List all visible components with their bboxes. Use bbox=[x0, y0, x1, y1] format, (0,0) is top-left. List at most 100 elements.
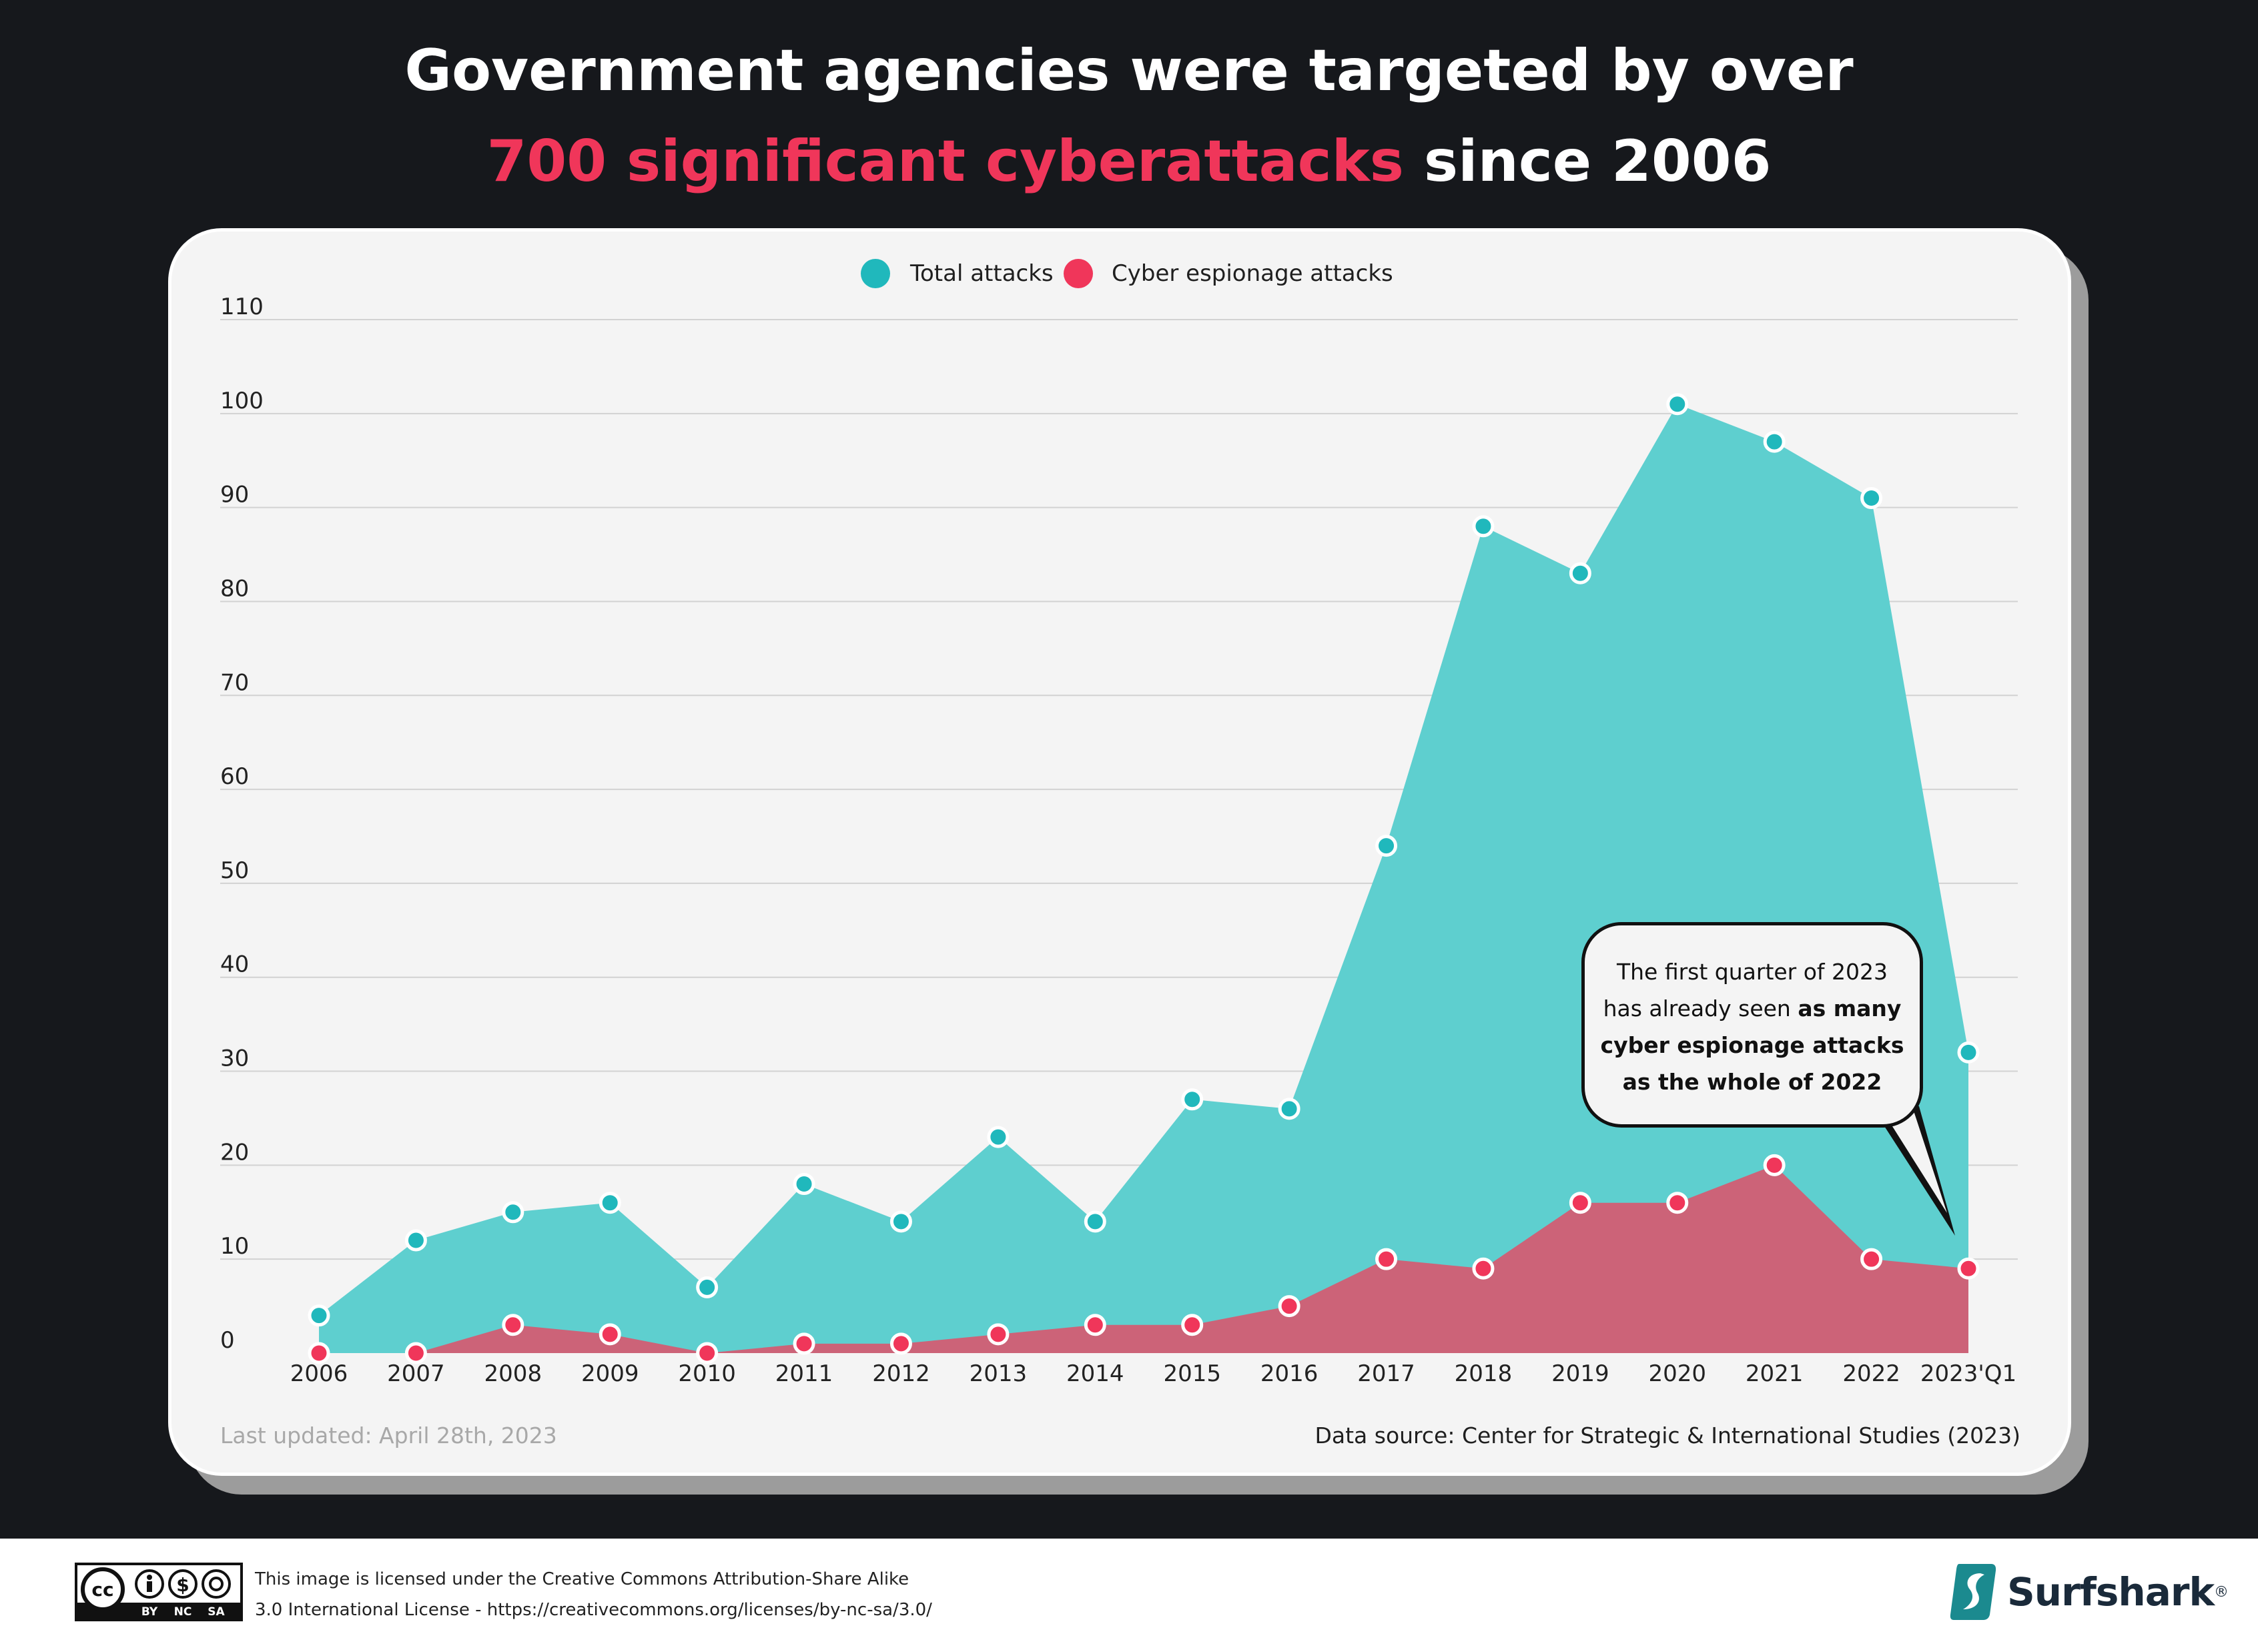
espionage-point-2014 bbox=[1084, 1314, 1106, 1336]
y-axis-ticks: 0 10 20 30 40 50 60 70 80 90 100 110 bbox=[220, 294, 264, 1354]
surfshark-logo-icon bbox=[1950, 1564, 1996, 1620]
y-tick-50: 50 bbox=[220, 857, 249, 884]
total-point-2015 bbox=[1181, 1088, 1204, 1111]
legend-espionage-dot bbox=[1064, 259, 1093, 288]
x-tick-2015: 2015 bbox=[1163, 1360, 1221, 1387]
annotation-line-3: cyber espionage attacks bbox=[1600, 1032, 1904, 1058]
cc-license-badge: cc $ BY NC SA bbox=[75, 1563, 243, 1621]
brand-name: Surfshark bbox=[2007, 1569, 2215, 1615]
svg-text:$: $ bbox=[176, 1574, 189, 1596]
cc-badge-icon: cc $ BY NC SA bbox=[77, 1565, 240, 1619]
license-line-1: This image is licensed under the Creativ… bbox=[255, 1569, 909, 1589]
x-tick-2020: 2020 bbox=[1648, 1360, 1706, 1387]
espionage-point-2022 bbox=[1860, 1248, 1883, 1270]
x-tick-2007: 2007 bbox=[387, 1360, 445, 1387]
y-tick-20: 20 bbox=[220, 1139, 249, 1166]
area-chart: Total attacks Cyber espionage attacks 0 1… bbox=[220, 259, 2018, 1387]
espionage-attacks-area bbox=[319, 1165, 1968, 1353]
x-tick-2023'Q1: 2023'Q1 bbox=[1920, 1360, 2016, 1387]
total-point-2006 bbox=[308, 1304, 330, 1327]
annotation-bubble: The first quarter of 2023 has already se… bbox=[1581, 922, 1923, 1128]
chart-points bbox=[308, 393, 1980, 1364]
x-tick-2008: 2008 bbox=[484, 1360, 542, 1387]
x-tick-2010: 2010 bbox=[678, 1360, 736, 1387]
espionage-point-2011 bbox=[793, 1332, 815, 1355]
y-tick-90: 90 bbox=[220, 482, 249, 508]
total-point-2010 bbox=[696, 1276, 719, 1298]
y-tick-30: 30 bbox=[220, 1046, 249, 1072]
y-tick-0: 0 bbox=[220, 1327, 235, 1354]
espionage-point-2010 bbox=[696, 1342, 719, 1364]
title-text-1: Government agencies were targeted by ove… bbox=[404, 37, 1854, 104]
espionage-point-2017 bbox=[1375, 1248, 1398, 1270]
annotation-line-1: The first quarter of 2023 bbox=[1616, 959, 1888, 985]
y-tick-10: 10 bbox=[220, 1233, 249, 1260]
cc-badge-nc: NC bbox=[174, 1605, 192, 1619]
total-point-2011 bbox=[793, 1173, 815, 1196]
total-point-2019 bbox=[1569, 562, 1591, 584]
espionage-point-2018 bbox=[1472, 1257, 1495, 1280]
espionage-point-2015 bbox=[1181, 1314, 1204, 1336]
legend-total-label: Total attacks bbox=[909, 260, 1054, 287]
surfshark-logo: Surfshark ® bbox=[1950, 1559, 2229, 1625]
brand-registered: ® bbox=[2214, 1583, 2229, 1601]
x-tick-2012: 2012 bbox=[872, 1360, 930, 1387]
x-axis-ticks: 2006 2007 2008 2009 2010 2011 2012 2013 2014 2015… bbox=[290, 1360, 2016, 1387]
espionage-point-2006 bbox=[308, 1342, 330, 1364]
espionage-point-2021 bbox=[1763, 1154, 1786, 1176]
espionage-point-2008 bbox=[502, 1314, 524, 1336]
total-point-2017 bbox=[1375, 835, 1398, 857]
cc-badge-sa: SA bbox=[208, 1605, 225, 1619]
total-point-2020 bbox=[1666, 393, 1689, 416]
annotation-line-2: has already seen as many bbox=[1603, 995, 1902, 1021]
x-tick-2006: 2006 bbox=[290, 1360, 348, 1387]
total-point-2021 bbox=[1763, 430, 1786, 453]
total-point-2009 bbox=[599, 1192, 621, 1214]
total-attacks-area bbox=[319, 404, 1968, 1354]
espionage-point-2023'Q1 bbox=[1957, 1257, 1980, 1280]
espionage-point-2020 bbox=[1666, 1192, 1689, 1214]
total-point-2016 bbox=[1278, 1098, 1300, 1120]
cc-badge-by: BY bbox=[141, 1605, 158, 1619]
total-point-2007 bbox=[404, 1229, 427, 1252]
espionage-point-2019 bbox=[1569, 1192, 1591, 1214]
espionage-point-2013 bbox=[987, 1323, 1010, 1346]
total-point-2014 bbox=[1084, 1210, 1106, 1233]
total-point-2008 bbox=[502, 1201, 524, 1224]
x-tick-2009: 2009 bbox=[581, 1360, 639, 1387]
espionage-point-2007 bbox=[404, 1342, 427, 1364]
x-tick-2021: 2021 bbox=[1746, 1360, 1804, 1387]
title-text-2: since 2006 bbox=[1423, 128, 1772, 195]
y-tick-40: 40 bbox=[220, 951, 249, 978]
chart-areas bbox=[319, 404, 1968, 1354]
total-point-2012 bbox=[889, 1210, 912, 1233]
data-source: Data source: Center for Strategic & Inte… bbox=[1314, 1422, 2020, 1449]
y-tick-60: 60 bbox=[220, 763, 249, 790]
espionage-point-2012 bbox=[889, 1332, 912, 1355]
total-point-2013 bbox=[987, 1126, 1010, 1148]
espionage-point-2009 bbox=[599, 1323, 621, 1346]
annotation-line-4: as the whole of 2022 bbox=[1622, 1069, 1882, 1095]
x-tick-2019: 2019 bbox=[1551, 1360, 1609, 1387]
x-tick-2014: 2014 bbox=[1066, 1360, 1124, 1387]
x-tick-2018: 2018 bbox=[1455, 1360, 1513, 1387]
cc-badge-main: cc bbox=[91, 1579, 113, 1601]
legend-espionage-label: Cyber espionage attacks bbox=[1112, 260, 1393, 287]
x-tick-2022: 2022 bbox=[1842, 1360, 1900, 1387]
y-tick-80: 80 bbox=[220, 575, 249, 602]
y-tick-110: 110 bbox=[220, 294, 264, 320]
last-updated: Last updated: April 28th, 2023 bbox=[220, 1422, 557, 1449]
x-tick-2013: 2013 bbox=[970, 1360, 1028, 1387]
total-point-2023'Q1 bbox=[1957, 1041, 1980, 1064]
legend-total-dot bbox=[861, 259, 890, 288]
x-tick-2016: 2016 bbox=[1260, 1360, 1319, 1387]
chart-legend: Total attacks Cyber espionage attacks bbox=[861, 259, 1393, 288]
total-point-2018 bbox=[1472, 515, 1495, 538]
espionage-point-2016 bbox=[1278, 1295, 1300, 1318]
annotation-pointer bbox=[1872, 1105, 1955, 1236]
total-point-2022 bbox=[1860, 487, 1883, 510]
license-text: This image is licensed under the Creativ… bbox=[255, 1564, 932, 1625]
page-title-line-1: Government agencies were targeted by ove… bbox=[0, 37, 2258, 104]
x-tick-2017: 2017 bbox=[1357, 1360, 1415, 1387]
license-line-2: 3.0 International License - https://crea… bbox=[255, 1600, 932, 1620]
